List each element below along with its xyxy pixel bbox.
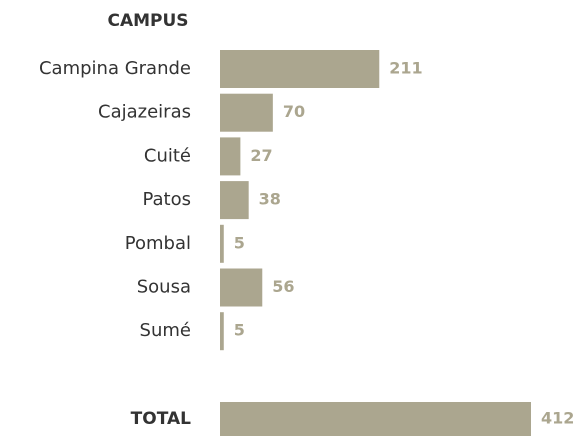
category-label: TOTAL [131,409,191,429]
bar [220,312,224,351]
value-label: 27 [250,146,272,165]
bar [220,268,263,307]
category-label: Pombal [125,233,191,254]
value-label: 38 [259,190,281,209]
bar [220,402,531,436]
value-label: 211 [389,59,422,78]
value-label: 5 [234,321,245,340]
bar [220,181,249,220]
category-label: Cuité [144,145,191,166]
bar [220,50,380,88]
category-label: Sumé [140,320,191,341]
category-label: Cajazeiras [98,102,191,123]
category-label: Patos [142,189,191,210]
value-label: 5 [234,233,245,252]
value-label: 412 [541,409,574,428]
category-label: Sousa [137,277,191,298]
value-label: 70 [283,102,305,121]
bar [220,224,224,263]
category-label: Campina Grande [39,58,191,79]
value-label: 56 [272,277,294,296]
bar [220,93,273,132]
bar [220,137,241,176]
header: CAMPUS [107,11,188,31]
